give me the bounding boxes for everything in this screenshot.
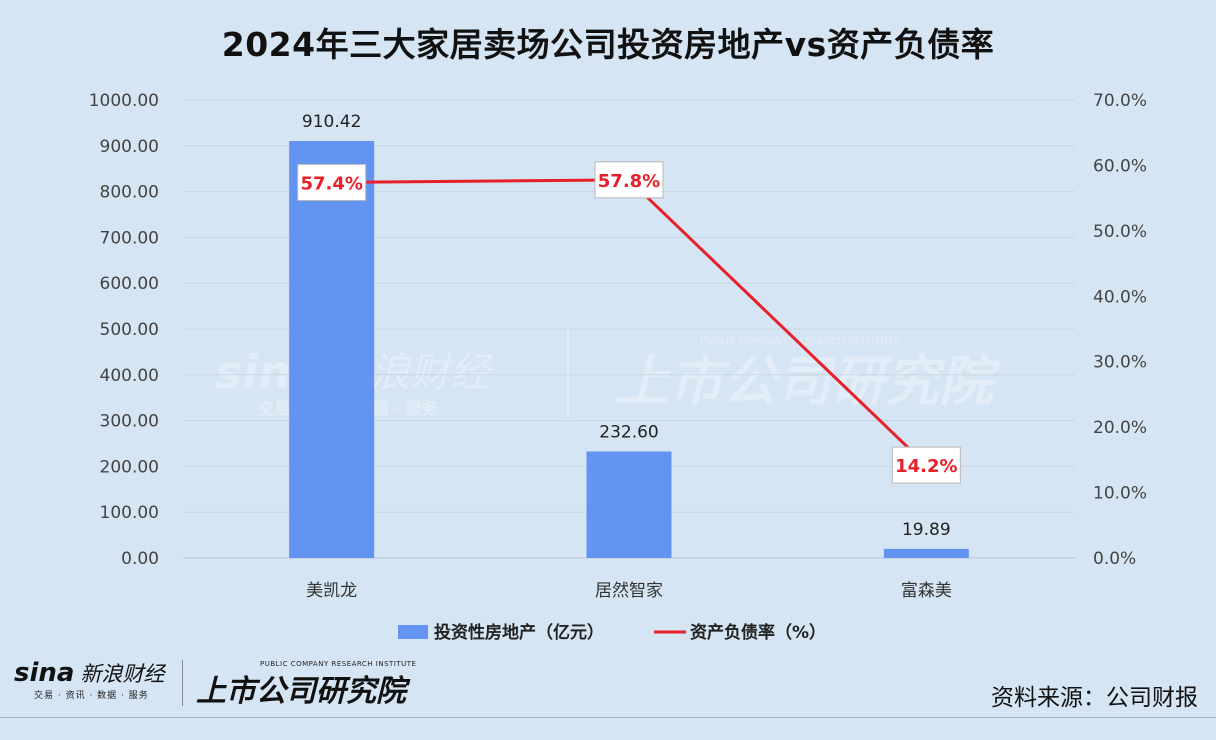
bar — [289, 141, 375, 558]
sina-logo-cn: 新浪财经 — [80, 662, 165, 686]
category-label: 居然智家 — [595, 581, 663, 601]
line-data-label: 57.8% — [598, 171, 660, 192]
bar-data-label: 19.89 — [902, 520, 951, 540]
left-tick-label: 700.00 — [100, 228, 159, 248]
bar-data-label: 232.60 — [599, 422, 658, 442]
category-labels: 美凯龙 居然智家 富森美 — [306, 581, 952, 601]
bar — [586, 451, 672, 558]
source-note: 资料来源：公司财报 — [991, 685, 1198, 711]
right-tick-label: 50.0% — [1093, 222, 1147, 242]
bar-data-label: 910.42 — [302, 112, 361, 132]
category-label: 富森美 — [901, 581, 952, 601]
line-label-box — [594, 161, 664, 199]
line-data-label: 57.4% — [300, 173, 362, 194]
left-axis: 0.00 100.00 200.00 300.00 400.00 500.00 600.00… — [89, 91, 159, 569]
right-tick-label: 60.0% — [1093, 156, 1147, 176]
watermark-research-en: PUBLIC COMPANY RESEARCH INSTITUTE — [700, 336, 900, 347]
left-tick-label: 500.00 — [100, 320, 159, 340]
right-tick-label: 40.0% — [1093, 287, 1147, 307]
chart-title: 2024年三大家居卖场公司投资房地产vs资产负债率 — [221, 25, 995, 64]
right-tick-label: 20.0% — [1093, 418, 1147, 438]
bars: 910.42 232.60 19.89 — [289, 112, 969, 558]
bar — [883, 548, 969, 558]
left-tick-label: 0.00 — [121, 549, 159, 569]
watermark-research-cn: 上市公司研究院 — [615, 350, 1001, 413]
research-institute-logo: PUBLIC COMPANY RESEARCH INSTITUTE 上市公司研究… — [196, 660, 426, 710]
right-tick-label: 70.0% — [1093, 91, 1147, 111]
left-tick-label: 300.00 — [100, 412, 159, 432]
left-tick-label: 1000.00 — [89, 91, 159, 111]
left-tick-label: 100.00 — [100, 503, 159, 523]
watermark-divider — [567, 325, 569, 417]
category-label: 美凯龙 — [306, 581, 357, 601]
logo-separator — [182, 660, 183, 706]
line-series: 57.4% 57.8% 14.2% — [297, 161, 961, 484]
sina-finance-logo: sina 新浪财经 交易 · 资讯 · 数据 · 服务 — [14, 658, 174, 708]
legend-bar-label: 投资性房地产（亿元） — [434, 622, 604, 643]
sina-logo-text: sina — [14, 658, 75, 688]
right-axis: 0.0% 10.0% 20.0% 30.0% 40.0% 50.0% 60.0% 70.0% — [1093, 91, 1147, 569]
left-tick-label: 400.00 — [100, 366, 159, 386]
footer-divider — [0, 717, 1216, 718]
right-tick-label: 30.0% — [1093, 353, 1147, 373]
line-data-label: 14.2% — [895, 456, 957, 477]
research-logo-en: PUBLIC COMPANY RESEARCH INSTITUTE — [260, 660, 417, 668]
left-tick-label: 900.00 — [100, 137, 159, 157]
left-tick-label: 200.00 — [100, 457, 159, 477]
research-logo-cn: 上市公司研究院 — [196, 674, 406, 709]
combo-chart: sina 新浪财经 交易 · 资讯 · 数据 · 服务 PUBLIC COMPA… — [89, 91, 1147, 643]
legend: 投资性房地产（亿元） 资产负债率（%） — [398, 622, 826, 643]
line-label-box — [891, 446, 961, 484]
legend-bar-swatch — [398, 625, 428, 639]
sina-logo-sub: 交易 · 资讯 · 数据 · 服务 — [34, 691, 149, 701]
right-tick-label: 0.0% — [1093, 549, 1136, 569]
left-tick-label: 800.00 — [100, 183, 159, 203]
left-tick-label: 600.00 — [100, 274, 159, 294]
right-tick-label: 10.0% — [1093, 484, 1147, 504]
legend-line-label: 资产负债率（%） — [690, 622, 826, 643]
line-label-box — [297, 163, 367, 201]
